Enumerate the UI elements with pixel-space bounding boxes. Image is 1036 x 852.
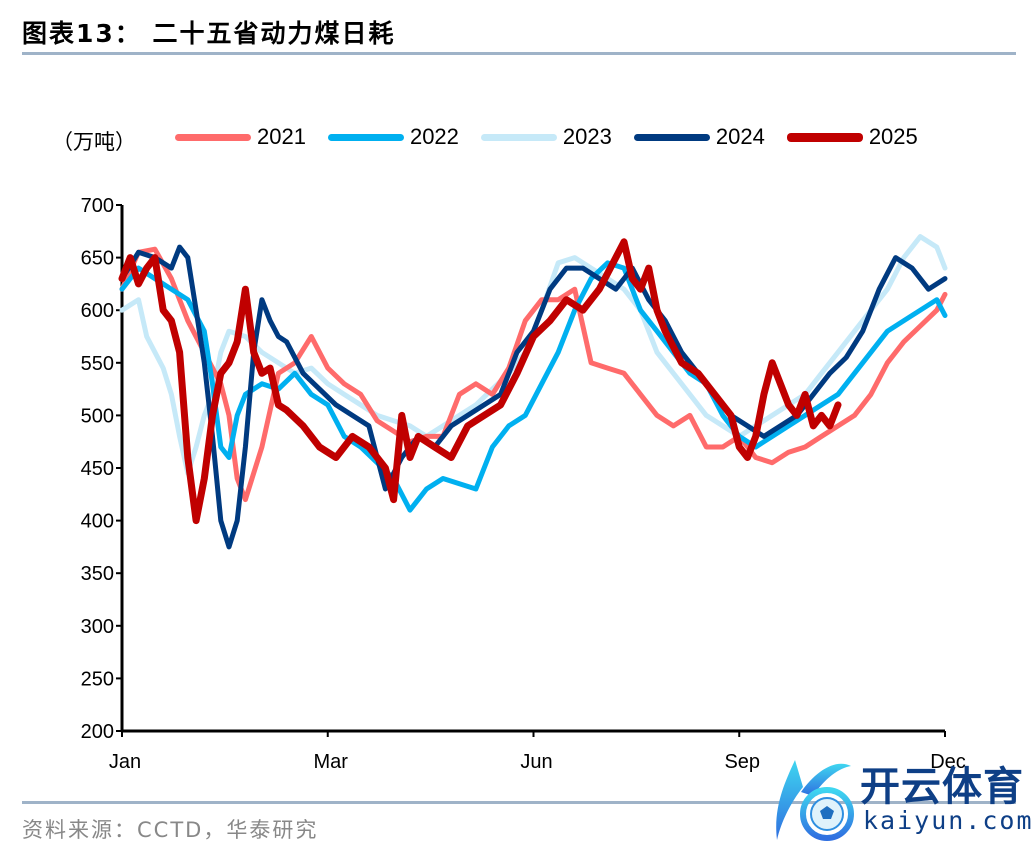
title-divider [22,52,1016,55]
y-tick-label: 600 [81,300,114,322]
series-line-2024 [119,244,948,550]
legend-item-2024: 2024 [633,124,765,150]
chart-title: 图表13： 二十五省动力煤日耗 [22,19,396,48]
legend-label: 2023 [562,124,612,149]
legend-swatch [327,133,404,141]
watermark-en-text: kaiyun.com [863,806,1034,835]
legend-swatch [175,133,251,141]
x-tick-label: Dec [930,751,966,773]
legend-label: 2025 [868,124,918,149]
legend-label: 2024 [715,124,765,149]
legend-swatch [786,132,863,142]
legend-item-2023: 2023 [480,124,612,150]
y-tick-label: 250 [81,668,114,690]
y-tick-label: 650 [81,248,114,270]
y-tick-label: 700 [81,195,114,217]
y-tick-label: 350 [81,563,114,585]
x-tick-label: Jan [109,751,141,773]
y-tick-label: 400 [81,511,114,533]
chart-legend: 2021 2022 2023 2024 2025 [175,124,940,150]
legend-swatch [633,133,710,141]
x-tick-label: Sep [724,751,760,773]
legend-item-2025: 2025 [786,124,918,150]
y-tick-label: 550 [81,353,114,375]
y-axis-unit-label: （万吨） [52,130,136,154]
y-tick-label: 450 [81,458,114,480]
x-tick-label: Mar [314,751,349,773]
legend-item-2021: 2021 [175,124,306,150]
series-line-2025 [118,238,842,525]
y-tick-label: 200 [81,721,114,743]
x-tick-label: Jun [520,751,552,773]
kaiyun-logo-icon [776,760,854,841]
y-tick-label: 500 [81,405,114,427]
source-divider [22,801,1016,804]
legend-swatch [480,133,557,141]
legend-item-2022: 2022 [327,124,459,150]
watermark-cn-text: 开云体育 [860,764,1024,810]
y-tick-label: 300 [81,616,114,638]
source-note: 资料来源：CCTD，华泰研究 [22,818,319,842]
legend-label: 2022 [409,124,459,149]
watermark-logo: 开云体育 kaiyun.com [755,752,1035,847]
legend-label: 2021 [257,124,306,149]
